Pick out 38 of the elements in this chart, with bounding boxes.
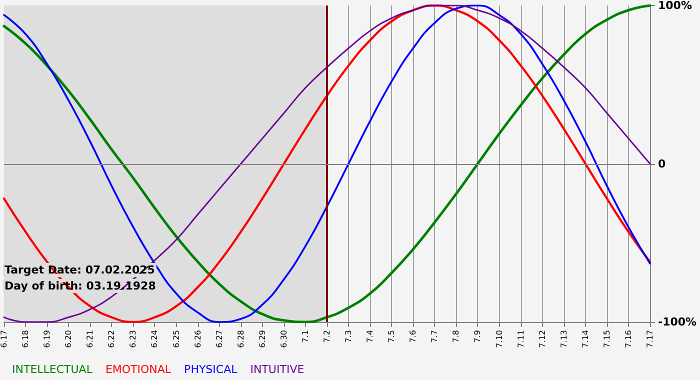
text: PHYSICAL — [184, 363, 238, 376]
x-tick-label: 7.10 — [494, 330, 504, 348]
text: INTUITIVE — [250, 363, 304, 376]
x-tick-label: 6.25 — [172, 330, 181, 348]
x-tick-label: 6.24 — [150, 330, 160, 348]
x-tick-label: 7.1 — [300, 330, 310, 343]
y-tick-label: 100% — [658, 0, 692, 12]
x-tick-label: 6.17 — [0, 330, 8, 348]
x-tick-label: 7.2 — [322, 330, 332, 343]
x-tick-label: 6.18 — [21, 330, 30, 348]
x-tick-label: 7.12 — [538, 330, 547, 348]
x-tick-label: 7.17 — [646, 330, 654, 348]
y-tick-label: 0 — [658, 157, 666, 170]
x-tick-label: 6.30 — [279, 330, 288, 348]
text: EMOTIONAL — [105, 363, 172, 376]
y-tick-label: -100% — [658, 316, 697, 328]
x-tick-label: 7.13 — [559, 330, 568, 348]
x-tick-label: 7.4 — [366, 330, 375, 343]
x-tick-label: 7.14 — [580, 330, 590, 348]
x-tick-label: 7.7 — [430, 330, 440, 343]
x-tick-label: 7.8 — [452, 330, 461, 343]
x-tick-label: 6.29 — [258, 330, 267, 348]
x-tick-label: 7.3 — [344, 330, 354, 343]
x-tick-label: 6.22 — [107, 330, 116, 348]
x-tick-label: 7.15 — [602, 330, 612, 348]
x-tick-label: 6.26 — [193, 330, 202, 348]
x-tick-label: 6.27 — [214, 330, 224, 348]
x-tick-label: 7.9 — [473, 330, 482, 343]
x-tick-label: 7.11 — [516, 330, 526, 348]
x-tick-label: 6.28 — [236, 330, 246, 348]
x-tick-label: 6.20 — [64, 330, 74, 348]
x-tick-label: 7.5 — [387, 330, 396, 343]
x-tick-label: 7.6 — [408, 330, 418, 343]
x-tick-label: 6.23 — [128, 330, 138, 348]
x-tick-label: 7.16 — [624, 330, 633, 348]
x-tick-label: 6.21 — [86, 330, 95, 348]
x-tick-label: 6.19 — [42, 330, 52, 348]
text: INTELLECTUAL — [12, 363, 94, 376]
